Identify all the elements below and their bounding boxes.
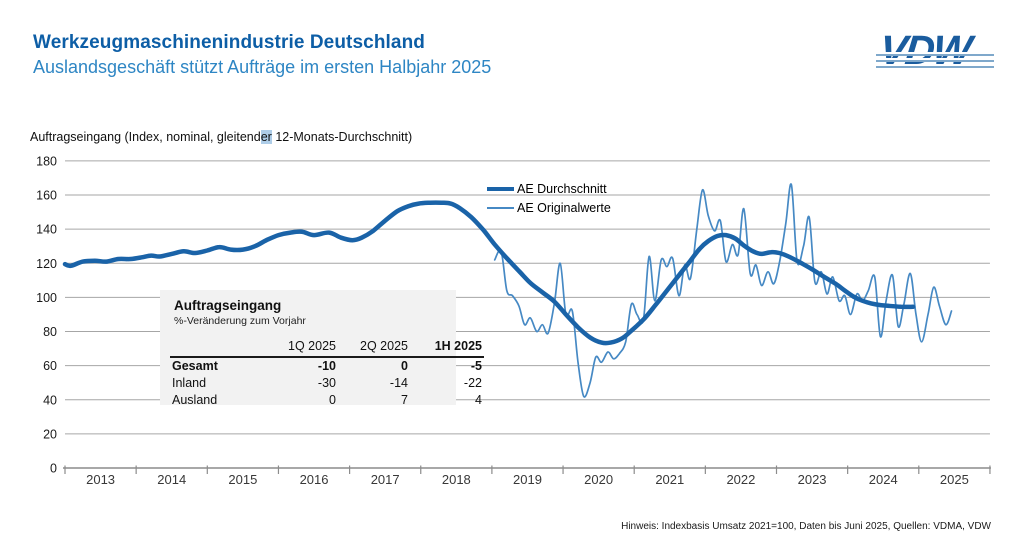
- svg-text:80: 80: [43, 325, 57, 339]
- svg-text:2015: 2015: [228, 472, 257, 487]
- source-note: Hinweis: Indexbasis Umsatz 2021=100, Dat…: [621, 521, 991, 532]
- thick-line-swatch-icon: [487, 186, 514, 191]
- svg-text:0: 0: [50, 462, 57, 476]
- inset-table-grid: 1Q 2025 2Q 2025 1H 2025 Gesamt -10 0 -5 …: [170, 337, 484, 409]
- logo-line: [876, 60, 994, 62]
- svg-text:160: 160: [36, 189, 57, 203]
- svg-text:2023: 2023: [798, 472, 827, 487]
- logo-line: [876, 54, 994, 56]
- chart-axis-label-text: Auftragseingang (Index, nominal, gleiten…: [30, 130, 261, 144]
- logo-line: [876, 66, 994, 68]
- row-label: Ausland: [172, 393, 218, 407]
- svg-text:2021: 2021: [655, 472, 684, 487]
- svg-text:140: 140: [36, 223, 57, 237]
- vdw-logo: VDW: [876, 27, 994, 73]
- table-cell: -30: [317, 376, 336, 390]
- row-label: Inland: [172, 376, 207, 390]
- column-header: 1Q 2025: [266, 337, 338, 358]
- svg-text:2017: 2017: [371, 472, 400, 487]
- series-line-originalwerte: [493, 183, 953, 398]
- column-header: 1H 2025: [410, 337, 484, 358]
- svg-text:2013: 2013: [86, 472, 115, 487]
- svg-text:20: 20: [43, 427, 57, 441]
- table-cell: -14: [389, 376, 408, 390]
- page-title: Werkzeugmaschinenindustrie Deutschland: [33, 32, 425, 53]
- svg-text:120: 120: [36, 257, 57, 271]
- legend-label: AE Durchschnitt: [517, 181, 607, 196]
- svg-text:2018: 2018: [442, 472, 471, 487]
- svg-text:2022: 2022: [726, 472, 755, 487]
- inset-table-title: Auftragseingang: [174, 298, 282, 313]
- svg-text:180: 180: [36, 154, 57, 168]
- svg-text:2025: 2025: [940, 472, 969, 487]
- legend-label: AE Originalwerte: [517, 200, 611, 215]
- svg-text:100: 100: [36, 291, 57, 305]
- chart-axis-label-highlight: er: [260, 130, 272, 144]
- y-axis-labels: 0 20 40 60 80 100 120 140 160 180: [36, 154, 57, 475]
- column-header: 2Q 2025: [338, 337, 410, 358]
- chart-axis-label: Auftragseingang (Index, nominal, gleiten…: [30, 130, 412, 144]
- x-axis-labels: 2013 2014 2015 2016 2017 2018 2019 2020 2021 2022…: [86, 472, 969, 487]
- table-cell: -10: [317, 359, 336, 373]
- svg-text:2016: 2016: [300, 472, 329, 487]
- page-subtitle: Auslandsgeschäft stützt Aufträge im erst…: [33, 57, 492, 77]
- legend-item-originalwerte: AE Originalwerte: [487, 198, 611, 217]
- table-cell: 0: [329, 393, 336, 407]
- inset-table: Auftragseingang %-Veränderung zum Vorjah…: [160, 290, 484, 407]
- inset-table-subtitle: %-Veränderung zum Vorjahr: [174, 315, 306, 327]
- legend-item-durchschnitt: AE Durchschnitt: [487, 179, 611, 198]
- table-cell: -22: [463, 376, 482, 390]
- thin-line-swatch-icon: [487, 206, 514, 209]
- table-cell: 0: [401, 359, 408, 373]
- svg-text:2014: 2014: [157, 472, 186, 487]
- table-cell: 4: [475, 393, 482, 407]
- row-label: Gesamt: [172, 359, 218, 373]
- svg-text:2019: 2019: [513, 472, 542, 487]
- header: Werkzeugmaschinenindustrie Deutschland A…: [33, 32, 491, 78]
- chart-legend: AE Durchschnitt AE Originalwerte: [487, 179, 611, 217]
- svg-text:2020: 2020: [584, 472, 613, 487]
- series-line-durchschnitt: [62, 200, 916, 346]
- x-axis: [63, 465, 991, 474]
- table-cell: 7: [401, 393, 408, 407]
- svg-text:40: 40: [43, 393, 57, 407]
- table-cell: -5: [470, 359, 482, 373]
- column-header-empty: [170, 337, 266, 358]
- svg-text:2024: 2024: [869, 472, 898, 487]
- svg-text:60: 60: [43, 359, 57, 373]
- chart-axis-label-text: 12-Monats-Durchschnitt): [271, 130, 413, 144]
